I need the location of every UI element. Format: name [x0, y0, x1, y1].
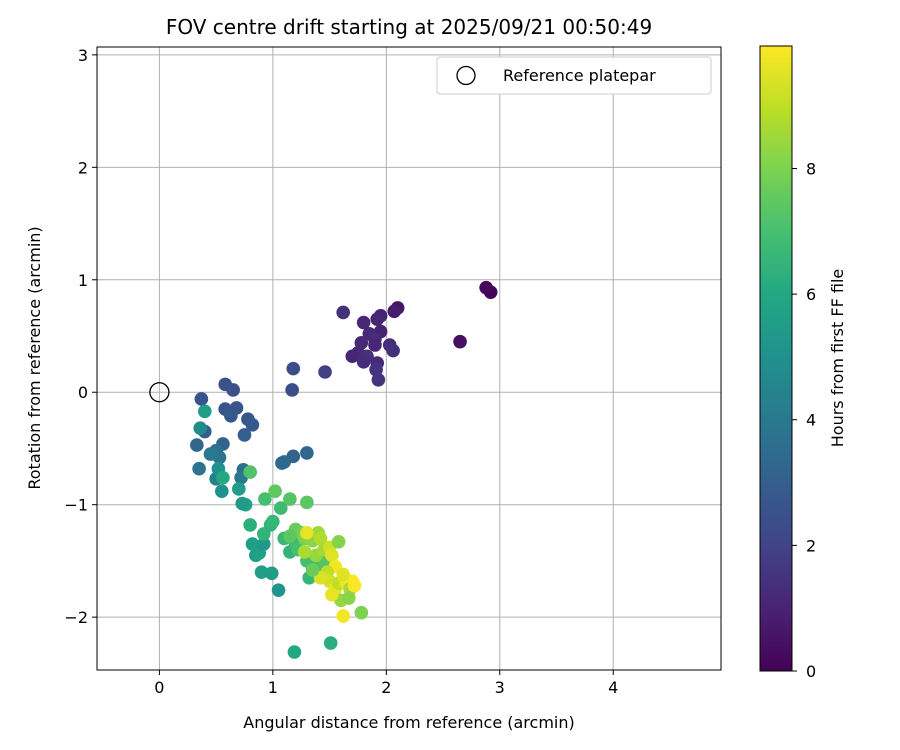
colorbar-label: Hours from first FF file	[828, 269, 847, 448]
y-tick-label: 0	[78, 383, 88, 402]
data-point	[226, 383, 240, 397]
x-tick-label: 0	[154, 678, 164, 697]
x-axis-label: Angular distance from reference (arcmin)	[243, 713, 574, 732]
data-point	[245, 418, 260, 432]
y-tick-label: 1	[78, 271, 88, 290]
data-point	[216, 470, 230, 485]
data-point	[453, 334, 467, 349]
data-point	[237, 428, 252, 442]
data-point	[368, 338, 382, 352]
data-point	[197, 404, 212, 419]
x-axis-ticks: 0 1 2 3 4	[154, 670, 618, 697]
data-point	[325, 548, 339, 563]
y-tick-label: 2	[78, 158, 88, 177]
data-point	[235, 496, 250, 511]
data-point	[342, 591, 356, 605]
y-tick-label: −1	[64, 496, 88, 515]
chart-title: FOV centre drift starting at 2025/09/21 …	[166, 15, 652, 39]
legend: Reference platepar	[436, 56, 712, 95]
data-point	[356, 355, 371, 369]
colorbar-tick-label: 6	[806, 285, 816, 304]
data-point	[232, 482, 246, 496]
colorbar-tick-label: 4	[806, 411, 816, 430]
data-point	[305, 563, 320, 577]
colorbar-tick-label: 2	[806, 536, 816, 555]
data-point	[300, 526, 314, 540]
grid-lines	[97, 47, 721, 670]
data-point	[285, 383, 299, 397]
data-point	[245, 537, 260, 551]
data-point	[283, 492, 297, 506]
y-tick-label: −2	[64, 608, 88, 627]
plot-frame	[96, 46, 722, 671]
x-tick-label: 4	[608, 678, 618, 697]
x-tick-label: 1	[268, 678, 278, 697]
data-point	[297, 545, 312, 559]
data-points	[190, 280, 498, 659]
data-point	[243, 518, 257, 532]
data-point	[336, 567, 350, 582]
data-point	[275, 456, 289, 470]
data-point	[283, 529, 297, 543]
colorbar: 0 2 4 6 8 Hours from first FF file	[759, 45, 847, 681]
plot-background	[97, 47, 721, 670]
y-axis-label: Rotation from reference (arcmin)	[25, 226, 44, 489]
y-axis-ticks: −2 −1 0 1 2 3	[64, 46, 97, 627]
data-point	[325, 587, 339, 602]
data-point	[318, 365, 332, 379]
data-point	[271, 583, 286, 597]
data-point	[371, 373, 386, 387]
data-point	[258, 492, 272, 506]
data-point	[345, 349, 360, 364]
data-point	[336, 609, 350, 623]
data-point	[190, 438, 204, 452]
data-point	[266, 514, 280, 529]
data-point	[336, 305, 350, 320]
data-point	[300, 446, 314, 460]
data-point	[194, 392, 209, 406]
plot-area: 0 1 2 3 4 −2 −1 0 1 2 3	[64, 46, 722, 697]
data-point	[192, 461, 206, 476]
data-point	[264, 566, 279, 581]
data-point	[313, 531, 328, 546]
reference-platepar-marker	[149, 382, 170, 403]
data-point	[300, 495, 314, 510]
data-point	[386, 343, 400, 358]
data-point	[193, 421, 208, 436]
legend-entry-reference: Reference platepar	[503, 66, 656, 85]
y-tick-label: 3	[78, 46, 88, 65]
data-point	[387, 304, 402, 319]
reference-marker-layer	[149, 382, 170, 403]
data-point	[370, 312, 385, 326]
data-point	[224, 409, 238, 423]
data-point	[347, 578, 362, 593]
legend-box	[436, 56, 712, 95]
data-point	[331, 535, 346, 549]
data-point	[287, 645, 302, 659]
data-point	[356, 315, 371, 330]
data-point	[354, 605, 369, 620]
data-point	[215, 484, 229, 498]
x-tick-label: 3	[495, 678, 505, 697]
data-point	[273, 501, 288, 515]
data-point	[254, 565, 269, 579]
data-point	[256, 537, 271, 551]
colorbar-tick-label: 8	[806, 159, 816, 178]
data-point	[323, 636, 338, 650]
legend-marker-icon	[456, 65, 476, 86]
data-point	[203, 447, 218, 461]
data-point	[369, 362, 383, 377]
data-point	[286, 361, 301, 376]
x-tick-label: 2	[381, 678, 391, 697]
data-point	[268, 484, 282, 498]
data-point	[243, 465, 257, 479]
colorbar-tick-label: 0	[806, 662, 816, 681]
data-point	[479, 280, 493, 295]
colorbar-gradient	[759, 45, 793, 672]
colorbar-ticks: 0 2 4 6 8	[792, 159, 816, 681]
